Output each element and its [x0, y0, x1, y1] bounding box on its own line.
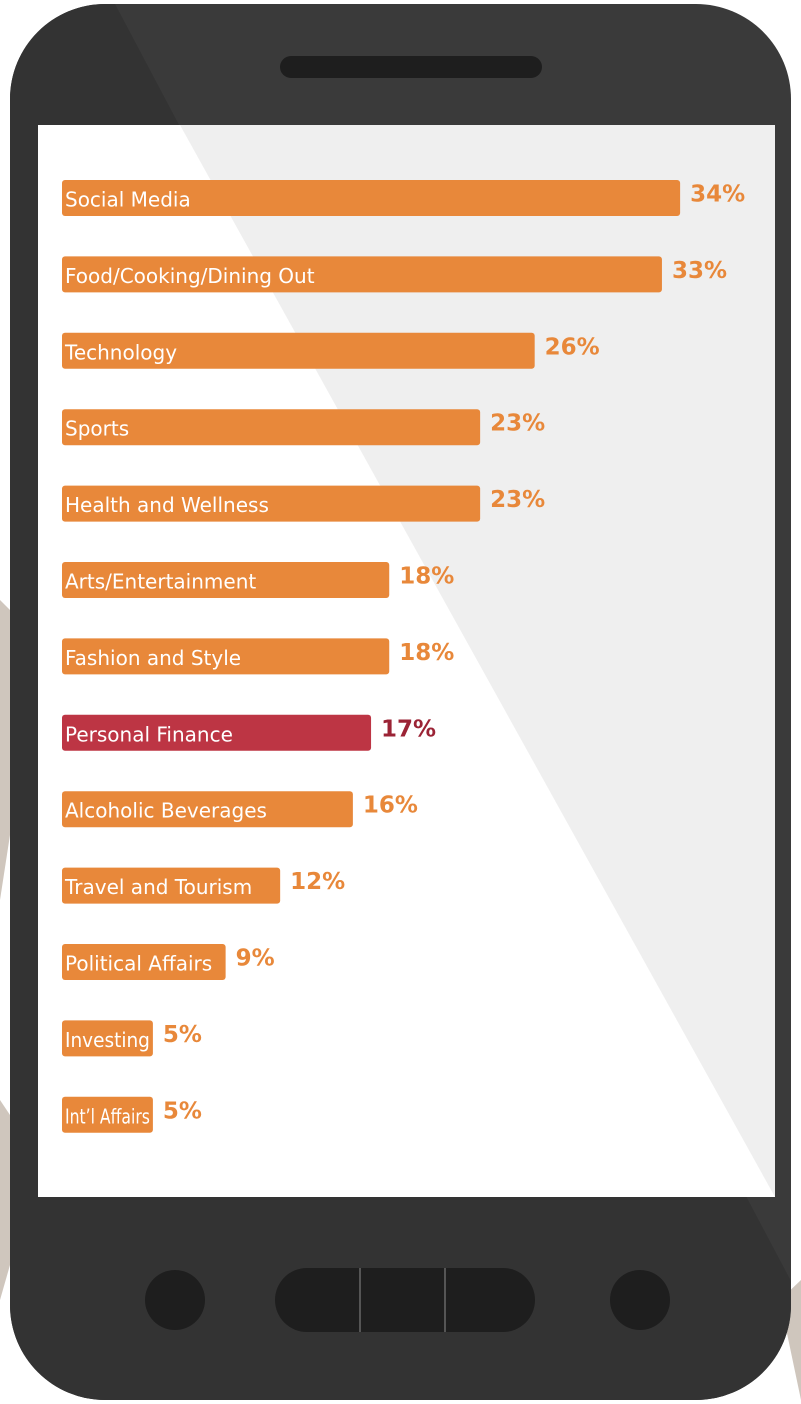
value-label: 33%: [672, 258, 727, 284]
value-label: 9%: [236, 946, 275, 972]
bars: Social Media 34% Food/Cooking/Dining Out 33…: [62, 180, 745, 1133]
category-label: Arts/Entertainment: [65, 570, 256, 594]
value-label: 18%: [399, 640, 454, 666]
value-label: 5%: [163, 1022, 202, 1048]
bar: [62, 562, 390, 598]
camera-button: [145, 1270, 205, 1330]
bar: [62, 944, 226, 980]
category-label: Personal Finance: [65, 722, 233, 746]
category-label: Political Affairs: [65, 952, 212, 976]
bar: [62, 180, 681, 216]
home-button[interactable]: [275, 1268, 535, 1332]
category-label: Health and Wellness: [65, 493, 269, 517]
category-label: Sports: [65, 417, 129, 441]
category-label: Travel and Tourism: [64, 875, 252, 899]
value-label: 17%: [381, 716, 436, 742]
value-label: 18%: [399, 564, 454, 590]
bar: [62, 1096, 153, 1133]
bar: [62, 485, 481, 522]
bar: [62, 867, 281, 904]
bar: [62, 256, 662, 293]
bar: [62, 409, 481, 446]
category-label: Fashion and Style: [65, 646, 241, 670]
value-label: 5%: [163, 1098, 202, 1124]
category-label: Int’l Affairs: [65, 1104, 150, 1128]
value-label: 23%: [490, 411, 545, 437]
speaker: [280, 56, 542, 78]
screen-glare: [180, 125, 775, 1197]
value-label: 26%: [545, 334, 600, 360]
bar: [62, 791, 353, 828]
bar: [62, 332, 535, 369]
category-label: Alcoholic Beverages: [65, 799, 267, 823]
category-label: Social Media: [65, 188, 191, 212]
bar: [62, 638, 390, 675]
bar: [62, 714, 372, 751]
category-label: Investing: [65, 1028, 150, 1052]
value-label: 34%: [690, 182, 745, 208]
value-label: 12%: [290, 869, 345, 895]
value-label: 16%: [363, 793, 418, 819]
category-label: Technology: [64, 340, 177, 364]
bar: [62, 1020, 153, 1057]
value-label: 23%: [490, 487, 545, 513]
sensor-button: [610, 1270, 670, 1330]
category-label: Food/Cooking/Dining Out: [65, 264, 315, 288]
